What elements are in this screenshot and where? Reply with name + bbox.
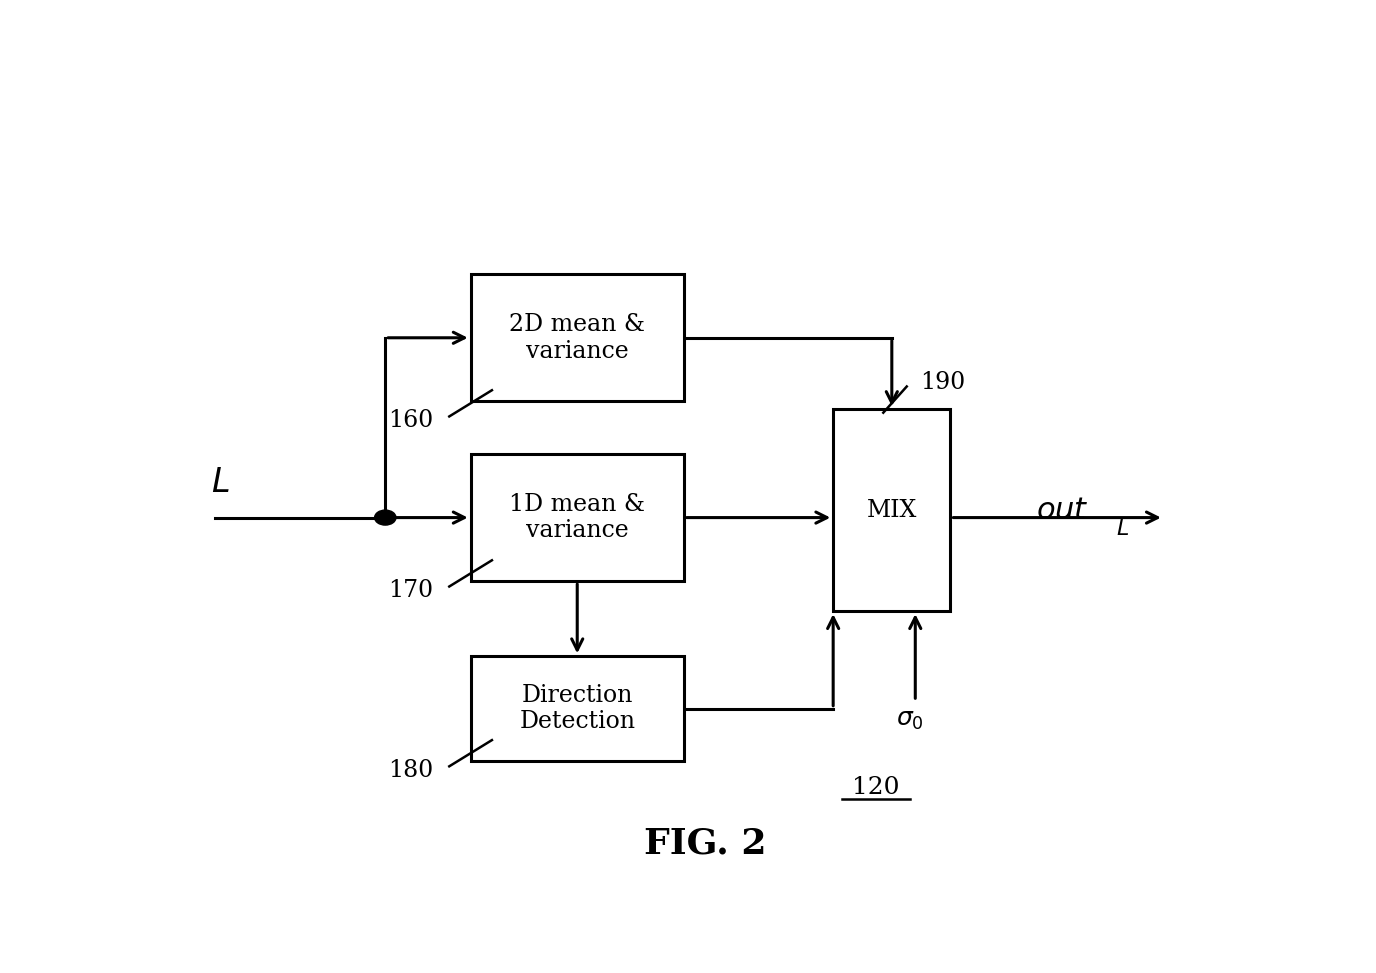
Text: $\mathit{out}$: $\mathit{out}$ [1036,494,1088,525]
Text: 170: 170 [388,579,433,601]
Text: $\mathit{L}$: $\mathit{L}$ [1116,518,1128,540]
Text: 2D mean &
variance: 2D mean & variance [509,313,645,363]
Text: FIG. 2: FIG. 2 [644,826,766,860]
Bar [471,274,684,402]
Text: $L$: $L$ [211,467,230,499]
Text: $\sigma_0$: $\sigma_0$ [896,708,923,732]
Circle shape [374,510,396,525]
Bar [834,409,951,611]
Text: 180: 180 [388,759,433,781]
Text: Direction
Detection: Direction Detection [519,684,636,734]
Text: 120: 120 [852,775,900,799]
Text: 160: 160 [388,409,433,432]
Text: MIX: MIX [867,498,916,522]
Bar [471,453,684,581]
Bar [471,656,684,761]
Text: 1D mean &
variance: 1D mean & variance [509,492,645,542]
Text: 190: 190 [921,372,966,394]
